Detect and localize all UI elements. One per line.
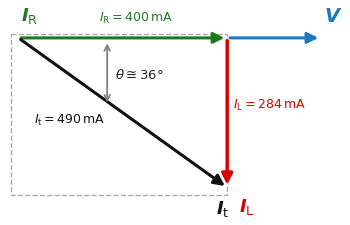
- Text: $I_{\rm R}=400\,{\rm mA}$: $I_{\rm R}=400\,{\rm mA}$: [99, 11, 173, 26]
- Text: $I_{\rm L}=284\,{\rm mA}$: $I_{\rm L}=284\,{\rm mA}$: [233, 98, 306, 113]
- Text: $\boldsymbol{I}_{\rm R}$: $\boldsymbol{I}_{\rm R}$: [21, 6, 38, 26]
- Text: $\theta\cong36°$: $\theta\cong36°$: [115, 68, 163, 82]
- Text: $\boldsymbol{I}_{\rm L}$: $\boldsymbol{I}_{\rm L}$: [239, 197, 254, 217]
- Text: $\boldsymbol{V}$: $\boldsymbol{V}$: [324, 7, 342, 26]
- Text: $\boldsymbol{I}_{\rm t}$: $\boldsymbol{I}_{\rm t}$: [216, 199, 230, 219]
- Text: $I_{\rm t}=490\,{\rm mA}$: $I_{\rm t}=490\,{\rm mA}$: [34, 113, 105, 128]
